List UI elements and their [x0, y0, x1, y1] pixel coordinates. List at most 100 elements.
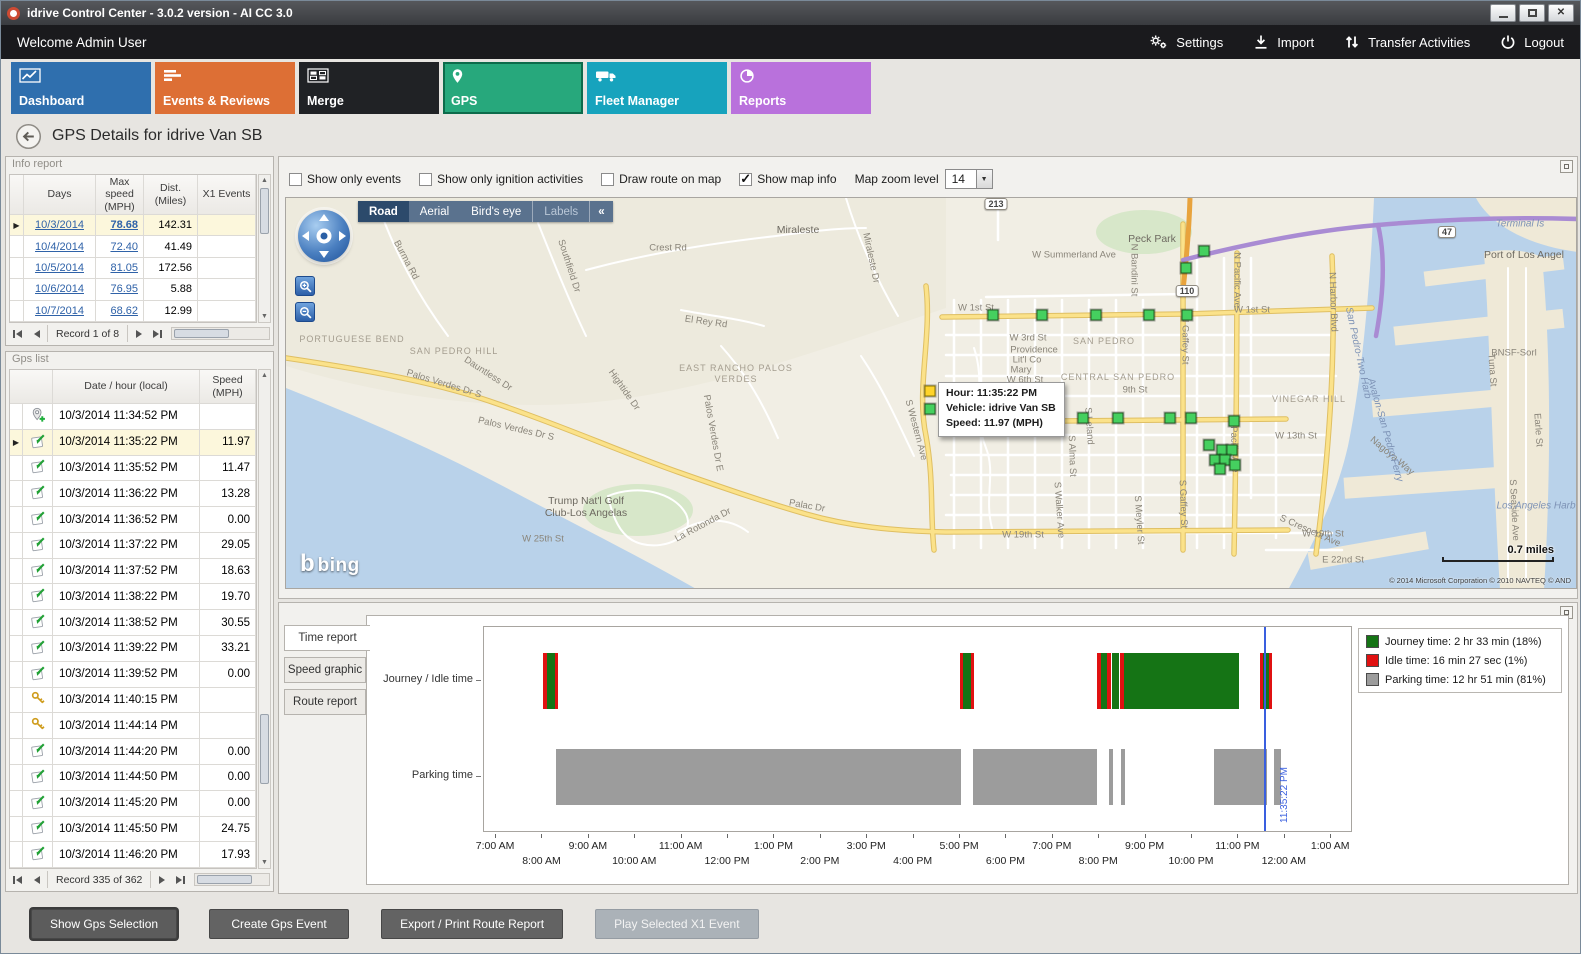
map-view-tab-bird-s-eye[interactable]: Bird's eye	[471, 205, 522, 218]
gps-list-row[interactable]: 10/3/2014 11:36:22 PM 13.28	[10, 481, 256, 508]
last-record-button[interactable]	[149, 326, 166, 341]
collapse-map-panel-button[interactable]	[1560, 160, 1573, 173]
maximize-button[interactable]	[1519, 4, 1545, 22]
checkbox-show-only-events[interactable]: Show only events	[289, 172, 401, 186]
gps-list-row[interactable]: 10/3/2014 11:37:22 PM 29.05	[10, 532, 256, 559]
gps-list-row[interactable]: 10/3/2014 11:35:52 PM 11.47	[10, 455, 256, 482]
create-gps-event-button[interactable]: Create Gps Event	[209, 909, 350, 939]
gps-list-row[interactable]: 10/3/2014 11:36:52 PM 0.00	[10, 507, 256, 533]
gps-map-marker[interactable]	[1228, 415, 1240, 427]
tab-speed-graphic[interactable]: Speed graphic	[284, 657, 366, 683]
gps-map-marker[interactable]	[1164, 412, 1176, 424]
checkbox-show-map-info[interactable]: Show map info	[739, 171, 837, 187]
action-logout[interactable]: Logout	[1500, 34, 1564, 50]
gps-list-row[interactable]: 10/3/2014 11:44:50 PM 0.00	[10, 764, 256, 791]
gps-map-marker[interactable]	[1143, 309, 1155, 321]
maxspeed-link[interactable]: 81.05	[110, 262, 138, 275]
gps-list-row[interactable]: 10/3/2014 11:44:20 PM 0.00	[10, 739, 256, 765]
day-link[interactable]: 10/4/2014	[35, 240, 84, 253]
day-link[interactable]: 10/7/2014	[35, 304, 84, 317]
gps-table-scrollbar[interactable]: ▲ ▼	[258, 369, 271, 869]
module-tab-events-reviews[interactable]: Events & Reviews	[155, 62, 295, 114]
day-link[interactable]: 10/3/2014	[35, 219, 84, 232]
module-tab-gps[interactable]: GPS	[443, 62, 583, 114]
last-record-button[interactable]	[172, 872, 189, 887]
tab-time-report[interactable]: Time report	[284, 625, 370, 651]
map-viewbar-collapse-button[interactable]: «	[589, 201, 612, 222]
scroll-down-icon[interactable]: ▼	[261, 313, 268, 320]
action-settings[interactable]: Settings	[1149, 34, 1223, 50]
timeline-plot[interactable]: 11:35:22 PM	[483, 626, 1352, 832]
scroll-thumb[interactable]	[260, 188, 269, 234]
gps-list-row[interactable]: 10/3/2014 11:46:20 PM 17.93	[10, 842, 256, 868]
maxspeed-link[interactable]: 76.95	[110, 283, 138, 296]
gps-map-marker[interactable]	[1180, 262, 1192, 274]
gps-list-row[interactable]: 10/3/2014 11:40:15 PM	[10, 687, 256, 714]
gps-list-row[interactable]: 10/3/2014 11:45:20 PM 0.00	[10, 790, 256, 817]
gps-map-marker[interactable]	[987, 309, 999, 321]
day-link[interactable]: 10/5/2014	[35, 262, 84, 275]
h-scrollbar[interactable]	[194, 873, 270, 886]
minimize-button[interactable]	[1490, 4, 1516, 22]
map-pan-compass[interactable]	[298, 210, 350, 262]
scroll-up-icon[interactable]: ▲	[261, 372, 268, 379]
scroll-down-icon[interactable]: ▼	[261, 859, 268, 866]
h-scroll-thumb[interactable]	[197, 875, 253, 884]
gps-map-marker[interactable]	[1181, 309, 1193, 321]
map-view-tab-labels[interactable]: Labels	[532, 201, 589, 222]
gps-list-row[interactable]: 10/3/2014 11:37:52 PM 18.63	[10, 558, 256, 585]
next-record-button[interactable]	[130, 326, 147, 341]
tab-route-report[interactable]: Route report	[284, 689, 366, 715]
gps-map-marker[interactable]	[1077, 412, 1089, 424]
show-gps-selection-button[interactable]: Show Gps Selection	[31, 909, 178, 939]
gps-map-marker[interactable]	[1203, 439, 1215, 451]
gps-list-row[interactable]: 10/3/2014 11:34:52 PM	[10, 404, 256, 430]
module-tab-dashboard[interactable]: Dashboard	[11, 62, 151, 114]
first-record-button[interactable]	[9, 326, 26, 341]
gps-map-marker[interactable]	[924, 403, 936, 415]
module-tab-reports[interactable]: Reports	[731, 62, 871, 114]
maxspeed-link[interactable]: 72.40	[110, 240, 138, 253]
checkbox-draw-route-on-map[interactable]: Draw route on map	[601, 172, 721, 186]
gps-map-marker[interactable]	[1226, 444, 1238, 456]
map-zoom-in-button[interactable]	[295, 276, 315, 296]
map-canvas[interactable]: Road Aerial Bird's eye Labels « Hour	[285, 197, 1577, 589]
gps-list-row[interactable]: 10/3/2014 11:39:22 PM 33.21	[10, 636, 256, 662]
info-report-row[interactable]: ▶ 10/3/2014 78.68 142.31	[10, 215, 256, 237]
gps-list-row[interactable]: 10/3/2014 11:38:22 PM 19.70	[10, 584, 256, 611]
info-table-scrollbar[interactable]: ▲ ▼	[258, 174, 271, 323]
scroll-thumb[interactable]	[260, 714, 269, 785]
maxspeed-link[interactable]: 78.68	[110, 219, 138, 232]
action-import[interactable]: Import	[1253, 34, 1314, 50]
scroll-up-icon[interactable]: ▲	[261, 177, 268, 184]
prev-record-button[interactable]	[28, 872, 45, 887]
gps-map-marker[interactable]	[1090, 309, 1102, 321]
close-button[interactable]: ✕	[1548, 4, 1574, 22]
gps-map-marker[interactable]	[1214, 463, 1226, 475]
gps-map-marker[interactable]	[1036, 309, 1048, 321]
export-print-route-report-button[interactable]: Export / Print Route Report	[381, 909, 564, 939]
map-view-tab-aerial[interactable]: Aerial	[419, 205, 450, 218]
map-zoom-out-button[interactable]	[295, 302, 315, 322]
gps-list-row[interactable]: 10/3/2014 11:45:50 PM 24.75	[10, 816, 256, 843]
time-cursor-line[interactable]	[1264, 627, 1267, 831]
gps-map-marker[interactable]	[1198, 245, 1210, 257]
next-record-button[interactable]	[153, 872, 170, 887]
gps-list-row[interactable]: 10/3/2014 11:39:52 PM 0.00	[10, 661, 256, 688]
info-report-row[interactable]: 10/7/2014 68.62 12.99	[10, 300, 256, 322]
checkbox-show-only-ignition-activities[interactable]: Show only ignition activities	[419, 172, 583, 186]
selected-gps-map-marker[interactable]	[924, 385, 936, 397]
info-report-row[interactable]: 10/5/2014 81.05 172.56	[10, 257, 256, 280]
prev-record-button[interactable]	[28, 326, 45, 341]
module-tab-merge[interactable]: Merge	[299, 62, 439, 114]
first-record-button[interactable]	[9, 872, 26, 887]
h-scroll-thumb[interactable]	[174, 329, 230, 338]
map-zoom-select[interactable]: 14 ▼	[944, 169, 993, 189]
play-selected-x1-event-button[interactable]: Play Selected X1 Event	[595, 909, 759, 939]
info-report-row[interactable]: 10/4/2014 72.40 41.49	[10, 236, 256, 258]
gps-list-row[interactable]: 10/3/2014 11:44:14 PM	[10, 713, 256, 740]
map-view-tab-road[interactable]: Road	[358, 201, 409, 222]
back-button[interactable]	[15, 123, 42, 150]
gps-map-marker[interactable]	[1112, 412, 1124, 424]
maxspeed-link[interactable]: 68.62	[110, 304, 138, 317]
